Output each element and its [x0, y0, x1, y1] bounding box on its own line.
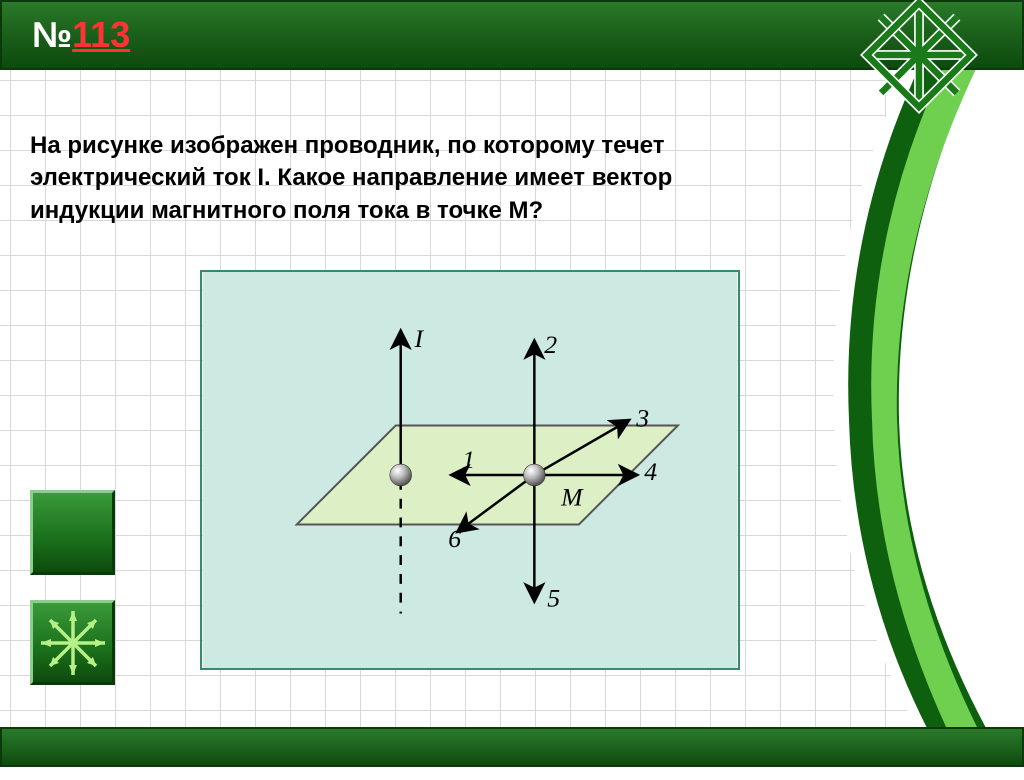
decor-star-square — [30, 600, 115, 685]
svg-text:3: 3 — [635, 403, 649, 432]
svg-text:5: 5 — [547, 584, 560, 613]
celtic-knot-icon — [854, 0, 984, 120]
question-text: На рисунке изображен проводник, по котор… — [30, 130, 690, 227]
svg-text:M: M — [560, 483, 584, 512]
svg-text:1: 1 — [462, 445, 475, 474]
bottom-bar — [0, 727, 1024, 767]
title-text: №113 — [32, 14, 130, 56]
svg-text:I: I — [414, 324, 425, 353]
star-icon — [38, 608, 108, 678]
svg-text:2: 2 — [544, 330, 557, 359]
physics-diagram: I 1 2 3 4 5 6 M — [200, 270, 740, 670]
title-prefix: № — [32, 14, 72, 55]
decor-square — [30, 490, 115, 575]
svg-text:6: 6 — [448, 524, 461, 553]
svg-text:4: 4 — [644, 457, 657, 486]
title-number: 113 — [72, 14, 130, 55]
